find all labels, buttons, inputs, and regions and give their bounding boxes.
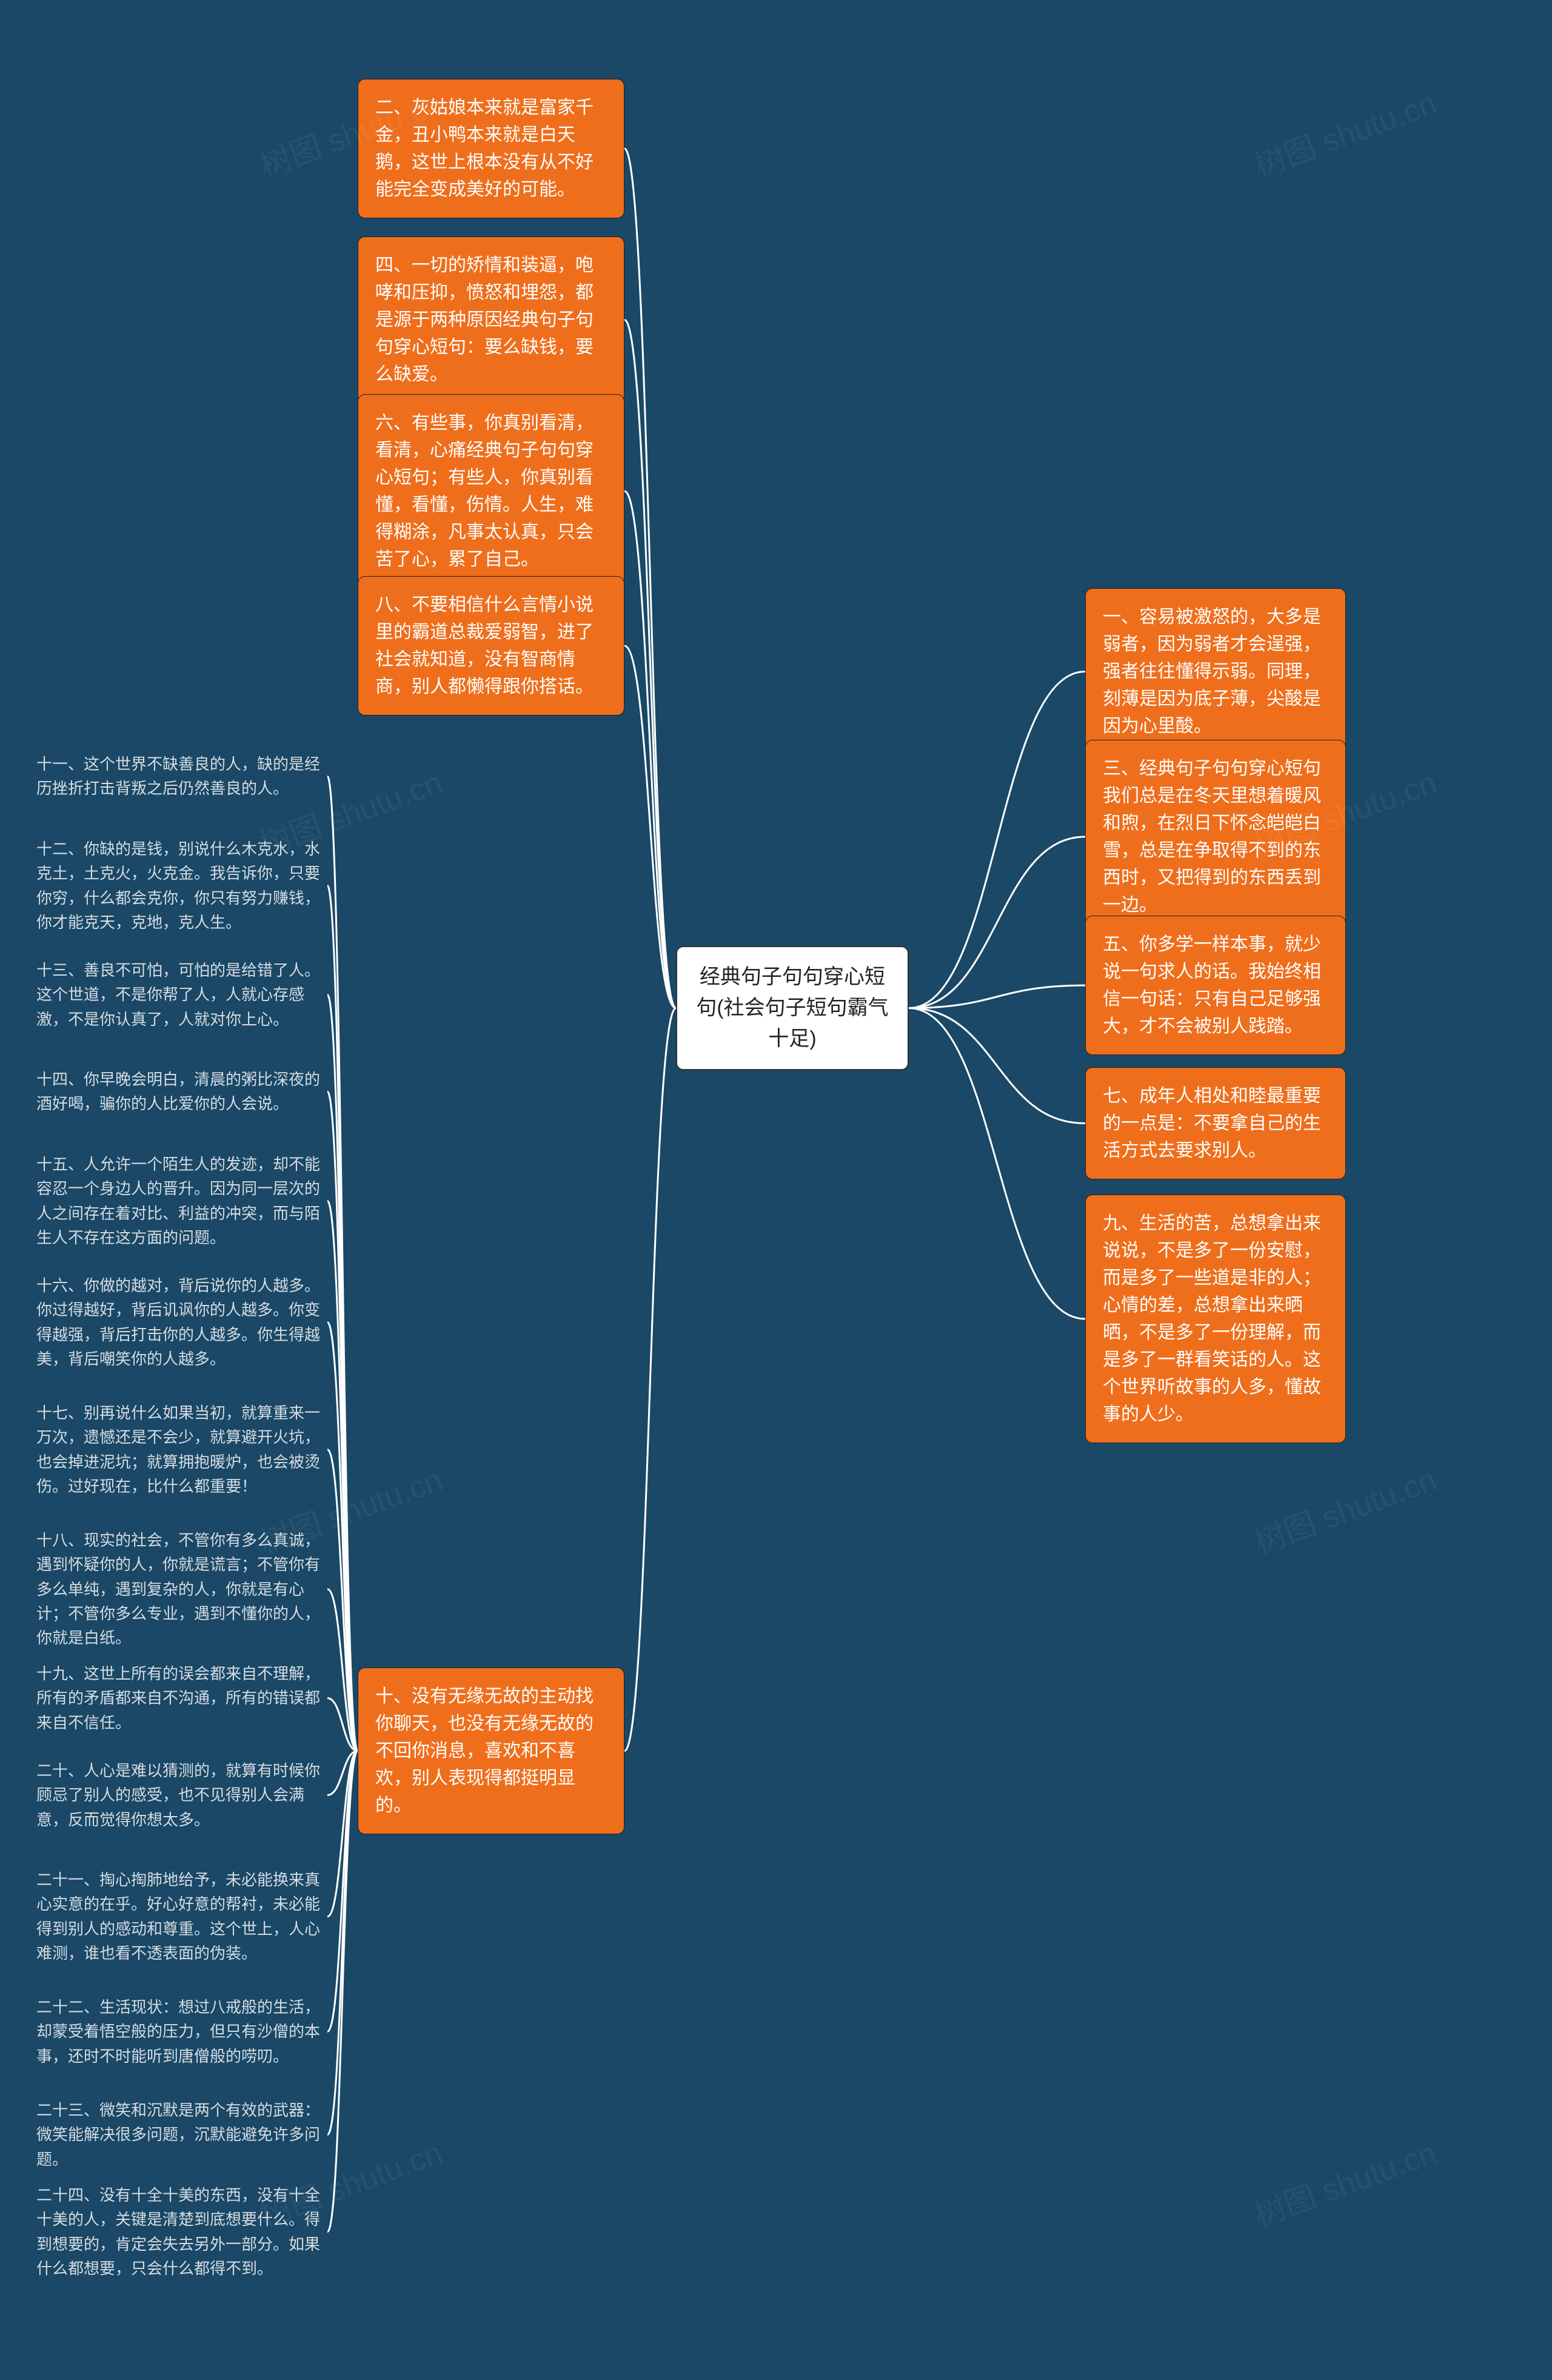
mindmap-node: 十一、这个世界不缺善良的人，缺的是经历挫折打击背叛之后仍然善良的人。: [36, 752, 327, 801]
connector: [624, 646, 676, 1008]
mindmap-node: 五、你多学一样本事，就少说一句求人的话。我始终相信一句话：只有自己足够强大，才不…: [1085, 916, 1346, 1055]
mindmap-node: 十三、善良不可怕，可怕的是给错了人。这个世道，不是你帮了人，人就心存感激，不是你…: [36, 958, 327, 1031]
mindmap-node: 九、生活的苦，总想拿出来说说，不是多了一份安慰，而是多了一些道是非的人；心情的差…: [1085, 1195, 1346, 1443]
mindmap-node: 三、经典句子句句穿心短句我们总是在冬天里想着暖风和煦，在烈日下怀念皑皑白雪，总是…: [1085, 740, 1346, 934]
connector: [327, 1751, 358, 2135]
mindmap-node: 二十三、微笑和沉默是两个有效的武器：微笑能解决很多问题，沉默能避免许多问题。: [36, 2098, 327, 2171]
mindmap-node: 一、容易被激怒的，大多是弱者，因为弱者才会逞强，强者往往懂得示弱。同理，刻薄是因…: [1085, 588, 1346, 755]
mindmap-node: 十七、别再说什么如果当初，就算重来一万次，遗憾还是不会少，就算避开火坑，也会掉进…: [36, 1401, 327, 1498]
connector: [327, 994, 358, 1751]
mindmap-node: 十九、这世上所有的误会都来自不理解，所有的矛盾都来自不沟通，所有的错误都来自不信…: [36, 1661, 327, 1735]
connector: [909, 672, 1085, 1008]
connector: [624, 320, 676, 1008]
mindmap-node: 二十二、生活现状：想过八戒般的生活，却蒙受着悟空般的压力，但只有沙僧的本事，还时…: [36, 1995, 327, 2068]
mindmap-node: 二十、人心是难以猜测的，就算有时候你顾忌了别人的感受，也不见得别人会满意，反而觉…: [36, 1758, 327, 1832]
connector: [327, 1751, 358, 1795]
mindmap-node: 八、不要相信什么言情小说里的霸道总裁爱弱智，进了社会就知道，没有智商情商，别人都…: [358, 576, 624, 716]
connector: [327, 1091, 358, 1751]
connector: [327, 1589, 358, 1751]
connector: [909, 985, 1085, 1008]
connector: [327, 886, 358, 1751]
mindmap-node: 七、成年人相处和睦最重要的一点是：不要拿自己的生活方式去要求别人。: [1085, 1067, 1346, 1179]
connector: [624, 1008, 676, 1751]
connector: [327, 1450, 358, 1751]
mindmap-node: 二十四、没有十全十美的东西，没有十全十美的人，关键是清楚到底想要什么。得到想要的…: [36, 2183, 327, 2281]
connector: [909, 1008, 1085, 1319]
mindmap-node: 十四、你早晚会明白，清晨的粥比深夜的酒好喝，骗你的人比爱你的人会说。: [36, 1067, 327, 1116]
mindmap-node: 六、有些事，你真别看清，看清，心痛经典句子句句穿心短句；有些人，你真别看懂，看懂…: [358, 394, 624, 588]
mindmap-node: 十、没有无缘无故的主动找你聊天，也没有无缘无故的不回你消息，喜欢和不喜欢，别人表…: [358, 1668, 624, 1834]
mindmap-node: 二、灰姑娘本来就是富家千金，丑小鸭本来就是白天鹅，这世上根本没有从不好能完全变成…: [358, 79, 624, 218]
watermark: 树图 shutu.cn: [1247, 2127, 1442, 2235]
connector: [909, 1008, 1085, 1124]
watermark: 树图 shutu.cn: [1247, 78, 1442, 186]
connector: [327, 1698, 358, 1751]
connector: [327, 1322, 358, 1751]
mindmap-node: 二十一、掏心掏肺地给予，未必能换来真心实意的在乎。好心好意的帮衬，未必能得到别人…: [36, 1868, 327, 1965]
watermark: 树图 shutu.cn: [1247, 1454, 1442, 1562]
connector: [624, 491, 676, 1008]
connector: [327, 1751, 358, 1917]
connector: [327, 1751, 358, 2232]
connector: [909, 837, 1085, 1008]
connector: [327, 776, 358, 1751]
mindmap-root: 经典句子句句穿心短句(社会句子短句霸气十足): [676, 946, 909, 1070]
mindmap-node: 十六、你做的越对，背后说你的人越多。你过得越好，背后讥讽你的人越多。你变得越强，…: [36, 1273, 327, 1371]
mindmap-node: 十二、你缺的是钱，别说什么木克水，水克土，土克火，火克金。我告诉你，只要你穷，什…: [36, 837, 327, 934]
root-label: 经典句子句句穿心短句(社会句子短句霸气十足): [696, 965, 888, 1050]
connector: [327, 1751, 358, 2032]
connector: [624, 149, 676, 1008]
connector: [327, 1201, 358, 1751]
mindmap-node: 十五、人允许一个陌生人的发迹，却不能容忍一个身边人的晋升。因为同一层次的人之间存…: [36, 1152, 327, 1250]
mindmap-node: 十八、现实的社会，不管你有多么真诚，遇到怀疑你的人，你就是谎言；不管你有多么单纯…: [36, 1528, 327, 1650]
mindmap-node: 四、一切的矫情和装逼，咆哮和压抑，愤怒和埋怨，都是源于两种原因经典句子句句穿心短…: [358, 236, 624, 403]
